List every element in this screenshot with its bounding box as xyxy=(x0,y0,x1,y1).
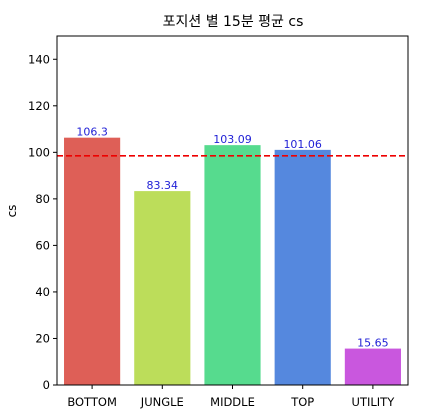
chart-title: 포지션 별 15분 평균 cs xyxy=(163,14,304,30)
y-tick-label: 0 xyxy=(43,378,50,392)
x-tick-label: UTILITY xyxy=(352,395,396,409)
x-tick-label: JUNGLE xyxy=(140,395,184,409)
x-axis: BOTTOM JUNGLE MIDDLE TOP UTILITY xyxy=(67,385,395,409)
x-tick-label: TOP xyxy=(290,395,314,409)
x-tick-label: BOTTOM xyxy=(67,395,117,409)
bar-utility xyxy=(345,349,401,385)
y-tick-label: 140 xyxy=(28,52,50,66)
data-label-jungle: 83.34 xyxy=(147,179,179,192)
bars xyxy=(64,138,401,385)
data-label-top: 101.06 xyxy=(283,138,322,151)
y-tick-label: 100 xyxy=(28,145,50,159)
y-tick-label: 60 xyxy=(35,238,50,252)
y-tick-label: 120 xyxy=(28,99,50,113)
bar-top xyxy=(275,150,331,385)
y-axis: 0 20 40 60 80 100 120 140 xyxy=(28,52,57,392)
data-label-bottom: 106.3 xyxy=(76,126,108,139)
bar-jungle xyxy=(134,191,190,385)
y-tick-label: 20 xyxy=(35,331,50,345)
x-tick-label: MIDDLE xyxy=(210,395,255,409)
bar-middle xyxy=(204,145,260,385)
y-tick-label: 40 xyxy=(35,285,50,299)
data-label-utility: 15.65 xyxy=(357,337,389,350)
y-axis-label: cs xyxy=(5,205,19,218)
y-tick-label: 80 xyxy=(35,192,50,206)
data-label-middle: 103.09 xyxy=(213,133,252,146)
bar-bottom xyxy=(64,138,120,385)
